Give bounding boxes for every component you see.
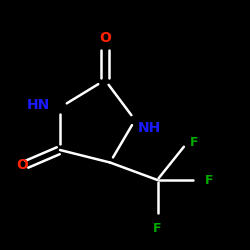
Text: F: F [205, 174, 214, 186]
Text: O: O [99, 30, 111, 44]
Text: O: O [16, 158, 28, 172]
Text: HN: HN [27, 98, 50, 112]
Text: F: F [153, 222, 162, 235]
Text: F: F [190, 136, 198, 149]
Text: NH: NH [138, 120, 161, 134]
